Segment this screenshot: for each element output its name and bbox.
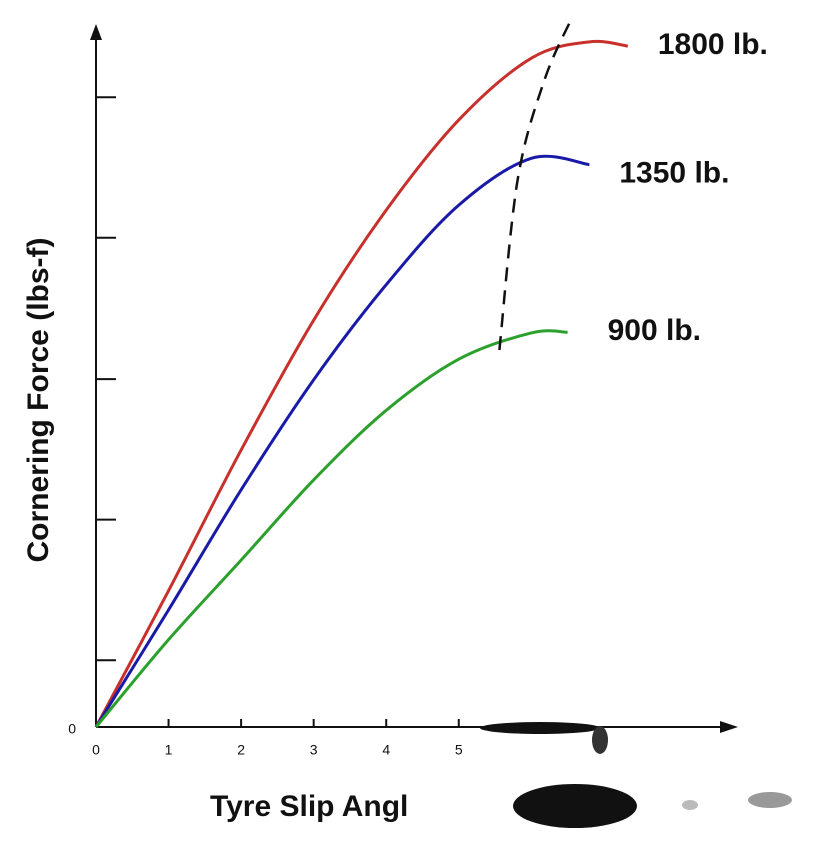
series-label: 1350 lb. bbox=[619, 157, 729, 190]
y-axis-title: Cornering Force (lbs-f) bbox=[22, 237, 55, 562]
x-axis-arrow bbox=[720, 721, 738, 733]
series-line bbox=[94, 39, 629, 728]
x-tick-label: 5 bbox=[455, 742, 463, 758]
smudge bbox=[480, 722, 792, 828]
x-tick-label: 0 bbox=[92, 742, 100, 758]
y-tick-label: 0 bbox=[68, 721, 76, 737]
series-line bbox=[94, 329, 568, 728]
x-tick-label: 3 bbox=[310, 742, 318, 758]
peak-line bbox=[498, 17, 574, 351]
x-tick-label: 2 bbox=[237, 742, 245, 758]
series-label: 900 lb. bbox=[608, 314, 701, 347]
series-label: 1800 lb. bbox=[658, 28, 768, 61]
series-line bbox=[94, 154, 590, 728]
y-axis-arrow bbox=[90, 24, 102, 40]
x-tick-label: 4 bbox=[382, 742, 390, 758]
x-axis-title: Tyre Slip Angl bbox=[210, 790, 408, 823]
x-tick-label: 1 bbox=[165, 742, 173, 758]
